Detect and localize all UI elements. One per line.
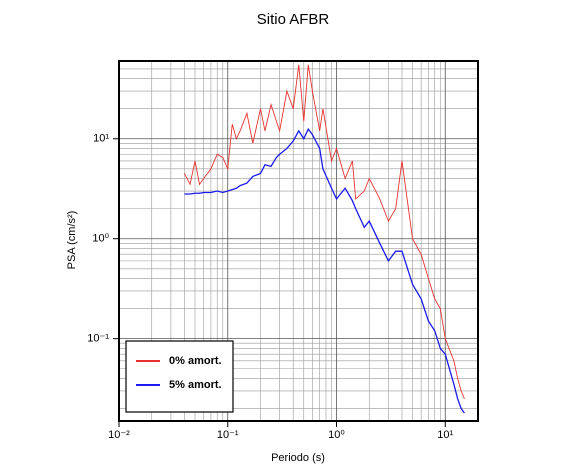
series-line (184, 64, 465, 400)
y-axis-label: PSA (cm/s²) (66, 211, 78, 270)
series-line (184, 127, 465, 414)
plot-frame (118, 60, 479, 422)
x-axis-label: Periodo (s) (271, 452, 325, 464)
y-tick-label: 10⁻¹ (87, 333, 109, 345)
y-tick-label: 10⁰ (92, 233, 109, 245)
x-tick-label: 10⁰ (328, 429, 345, 441)
chart-title: Sitio AFBR (257, 11, 330, 28)
y-tick-label: 10¹ (93, 133, 109, 145)
legend-label: 5% amort. (169, 379, 222, 391)
legend-box (125, 340, 234, 413)
x-tick-label: 10¹ (437, 429, 453, 441)
x-tick-label: 10⁻¹ (217, 429, 239, 441)
legend-label: 0% amort. (169, 355, 222, 367)
x-tick-label: 10⁻² (108, 429, 130, 441)
